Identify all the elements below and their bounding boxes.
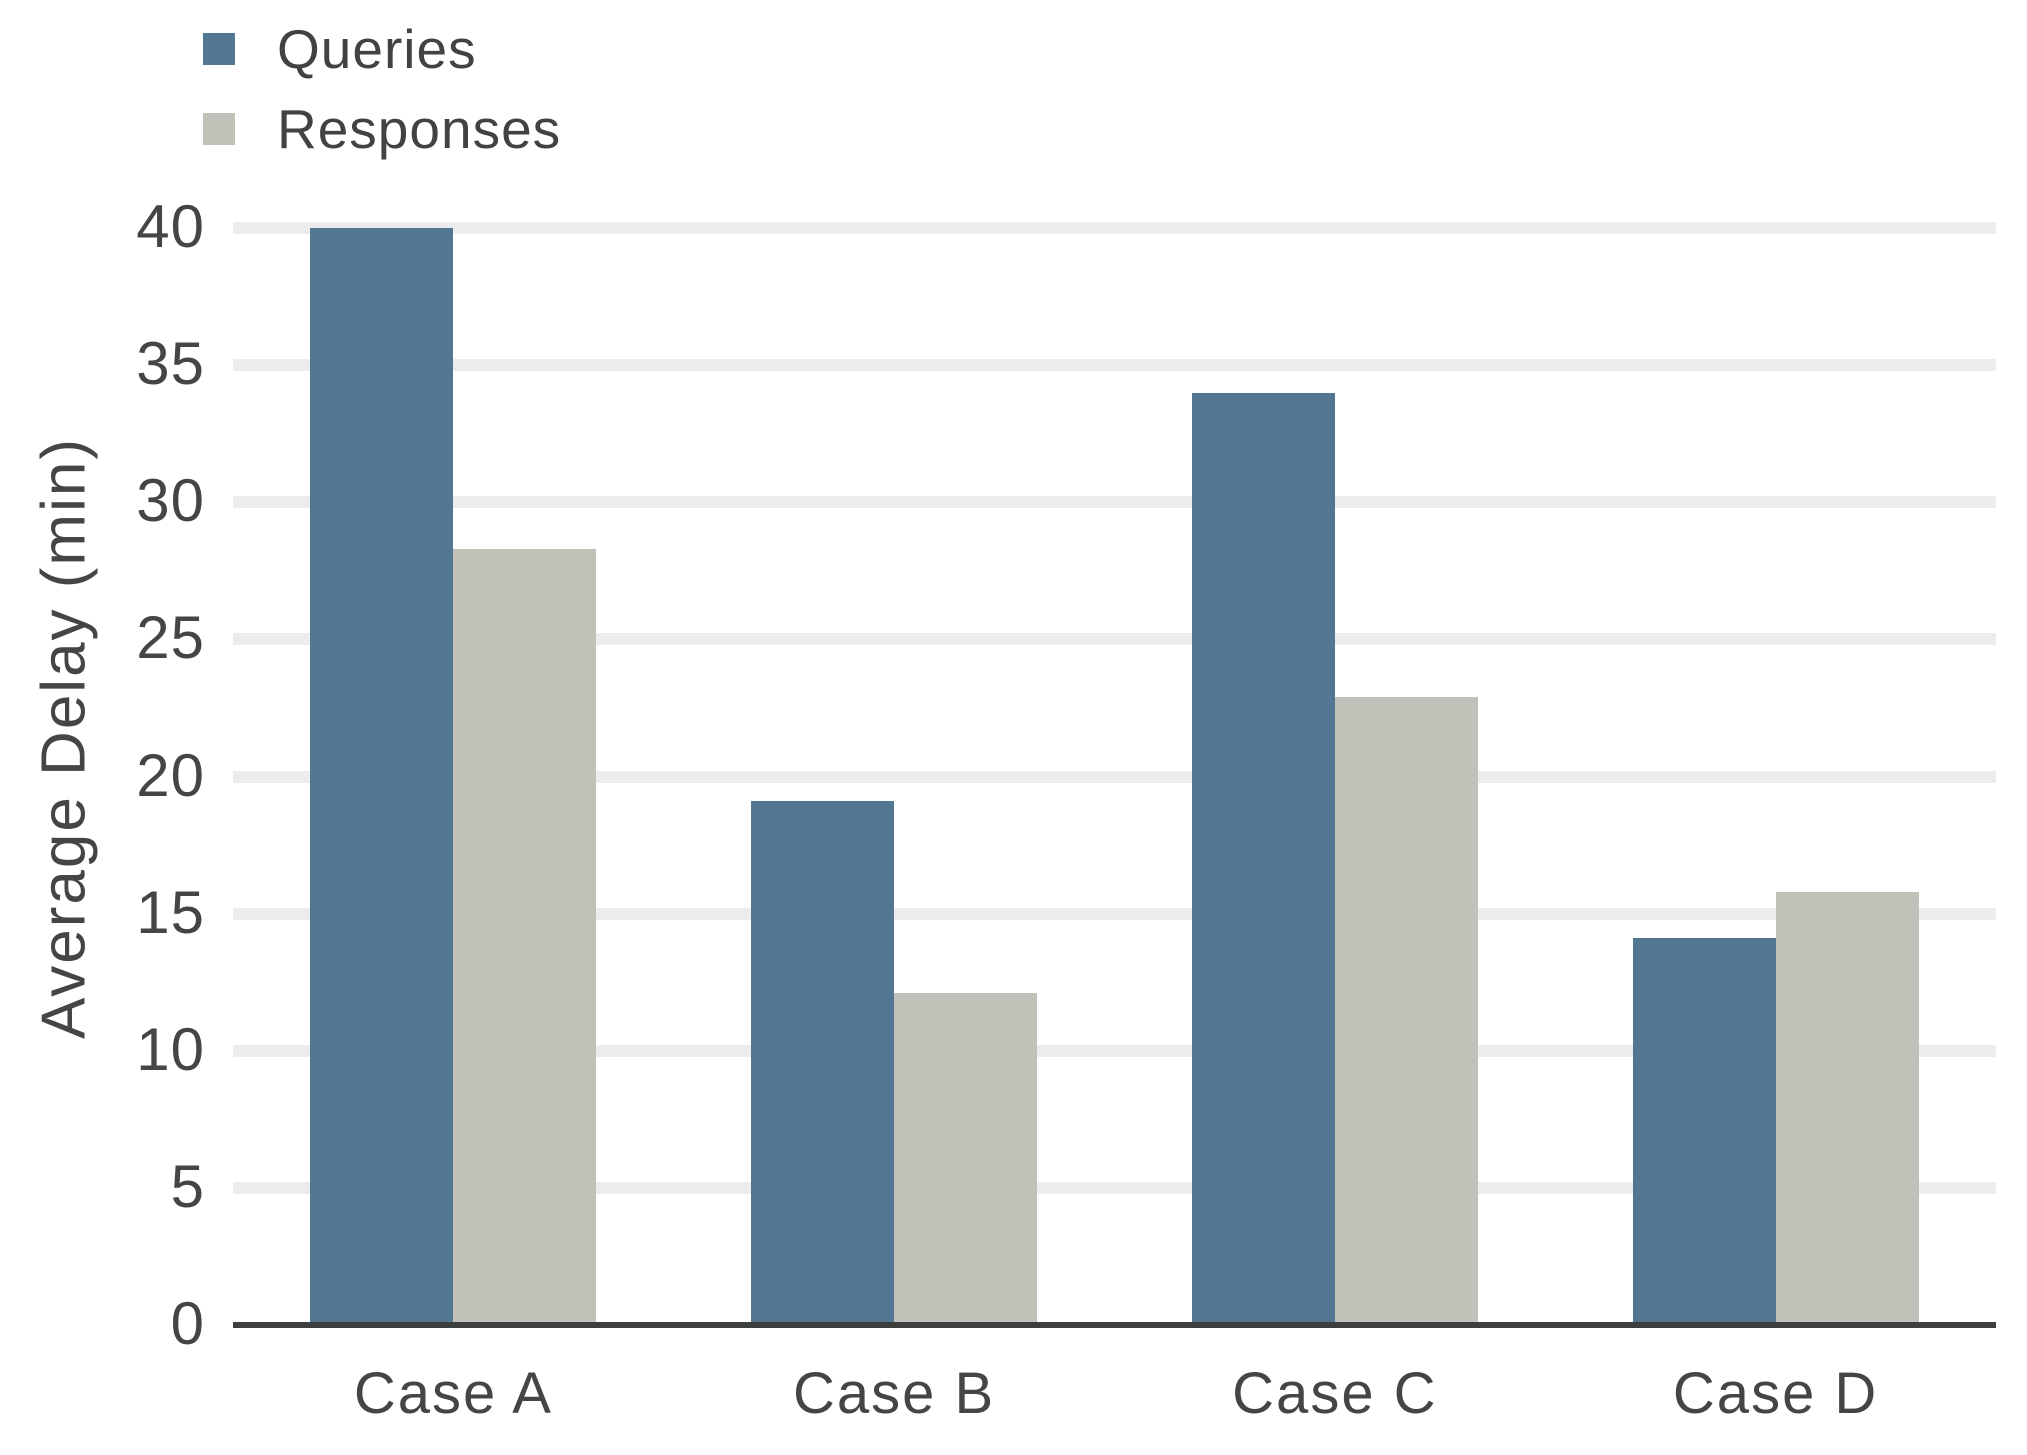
bar-responses-case-c bbox=[1334, 696, 1478, 1325]
x-axis-line bbox=[233, 1322, 1996, 1328]
bar-responses-case-b bbox=[894, 993, 1038, 1325]
legend: Queries Responses bbox=[203, 17, 561, 177]
y-tick-label-35: 35 bbox=[136, 329, 205, 397]
gridline-15 bbox=[233, 907, 1996, 920]
x-category-label-case-a: Case A bbox=[353, 1361, 553, 1426]
y-tick-label-30: 30 bbox=[136, 467, 205, 535]
legend-swatch-queries-icon bbox=[203, 33, 235, 65]
gridline-35 bbox=[233, 359, 1996, 372]
bar-responses-case-d bbox=[1775, 891, 1919, 1325]
x-category-label-case-b: Case B bbox=[793, 1361, 996, 1426]
gridline-5 bbox=[233, 1181, 1996, 1194]
y-tick-label-40: 40 bbox=[136, 192, 205, 260]
legend-swatch-responses-icon bbox=[203, 113, 235, 145]
bar-queries-case-b bbox=[751, 801, 895, 1325]
gridline-25 bbox=[233, 633, 1996, 646]
y-tick-label-10: 10 bbox=[136, 1015, 205, 1083]
legend-label-responses: Responses bbox=[277, 98, 562, 160]
y-tick-label-25: 25 bbox=[136, 604, 205, 672]
y-tick-label-20: 20 bbox=[136, 741, 205, 809]
legend-item-responses: Responses bbox=[203, 97, 561, 161]
legend-label-queries: Queries bbox=[277, 18, 477, 80]
y-tick-label-5: 5 bbox=[170, 1152, 205, 1220]
y-tick-label-15: 15 bbox=[136, 878, 205, 946]
legend-item-queries: Queries bbox=[203, 17, 561, 81]
bar-responses-case-a bbox=[453, 548, 597, 1325]
gridline-40 bbox=[233, 222, 1996, 234]
y-tick-label-0: 0 bbox=[170, 1289, 205, 1357]
gridline-20 bbox=[233, 770, 1996, 783]
bar-queries-case-c bbox=[1191, 392, 1335, 1325]
bar-queries-case-a bbox=[310, 228, 454, 1325]
x-category-label-case-c: Case C bbox=[1232, 1361, 1438, 1426]
gridline-10 bbox=[233, 1044, 1996, 1057]
x-category-label-case-d: Case D bbox=[1672, 1361, 1879, 1426]
gridline-30 bbox=[233, 496, 1996, 509]
bar-queries-case-d bbox=[1632, 938, 1776, 1325]
